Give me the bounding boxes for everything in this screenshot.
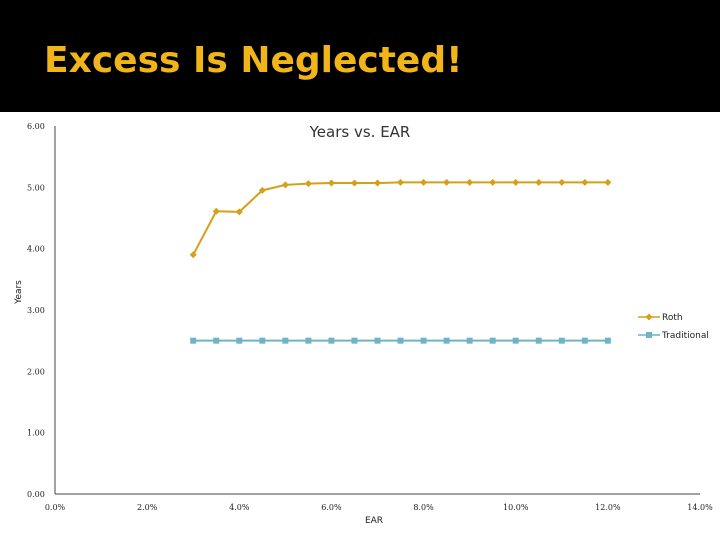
data-point-traditional [213,337,220,344]
chart-title: Years vs. EAR [309,123,411,141]
data-point-traditional [236,337,243,344]
data-point-roth [304,180,312,188]
data-point-roth [235,208,243,216]
slide-header: Excess Is Neglected! [0,0,720,112]
data-point-traditional [443,337,450,344]
data-point-traditional [604,337,611,344]
x-axis-label: EAR [365,516,383,526]
data-point-roth [489,178,497,186]
data-point-roth [350,179,358,187]
x-tick-label: 6.0% [321,503,342,512]
data-point-roth [258,186,266,194]
data-point-traditional [397,337,404,344]
data-point-roth [443,178,451,186]
legend-label-traditional: Traditional [661,331,709,341]
data-point-roth [189,251,197,259]
x-tick-label: 0.0% [45,503,66,512]
data-point-roth [581,178,589,186]
y-tick-label: 2.00 [27,367,45,376]
y-tick-label: 4.00 [27,245,45,254]
data-point-roth [512,178,520,186]
data-point-traditional [259,337,266,344]
data-point-roth [281,181,289,189]
data-point-traditional [420,337,427,344]
data-point-traditional [374,337,381,344]
data-point-roth [420,178,428,186]
data-point-traditional [282,337,289,344]
data-point-roth [604,178,612,186]
x-tick-label: 2.0% [137,503,158,512]
data-point-traditional [535,337,542,344]
data-point-traditional [512,337,519,344]
data-point-roth [466,178,474,186]
data-point-roth [327,179,335,187]
legend-marker-roth [645,313,653,321]
data-point-traditional [328,337,335,344]
y-tick-label: 1.00 [27,429,45,438]
x-tick-label: 8.0% [413,503,434,512]
chart-area: 0.00 1.00 2.00 3.00 4.00 5.00 6.00 0.0% 2.0% 4.0%… [0,112,720,540]
data-point-roth [558,178,566,186]
data-point-traditional [581,337,588,344]
data-point-traditional [558,337,565,344]
legend-marker-traditional [646,332,652,338]
data-point-traditional [190,337,197,344]
data-point-traditional [489,337,496,344]
data-point-roth [535,178,543,186]
x-tick-label: 10.0% [503,503,529,512]
y-tick-label: 5.00 [27,183,45,192]
data-point-roth [212,207,220,215]
data-point-traditional [305,337,312,344]
series-line-roth [192,181,608,256]
x-tick-label: 14.0% [687,503,713,512]
y-tick-label: 3.00 [27,306,45,315]
x-tick-label: 4.0% [229,503,250,512]
data-point-roth [374,179,381,187]
y-tick-label: 6.00 [27,122,45,131]
slide-title: Excess Is Neglected! [44,40,463,81]
y-tick-label: 0.00 [27,490,45,499]
legend-label-roth: Roth [662,313,683,323]
y-axis-label: Years [14,280,24,305]
data-point-traditional [466,337,473,344]
x-tick-label: 12.0% [595,503,621,512]
data-point-traditional [351,337,358,344]
years-vs-ear-chart: 0.00 1.00 2.00 3.00 4.00 5.00 6.00 0.0% 2.0% 4.0%… [14,122,713,526]
data-point-roth [397,178,405,186]
